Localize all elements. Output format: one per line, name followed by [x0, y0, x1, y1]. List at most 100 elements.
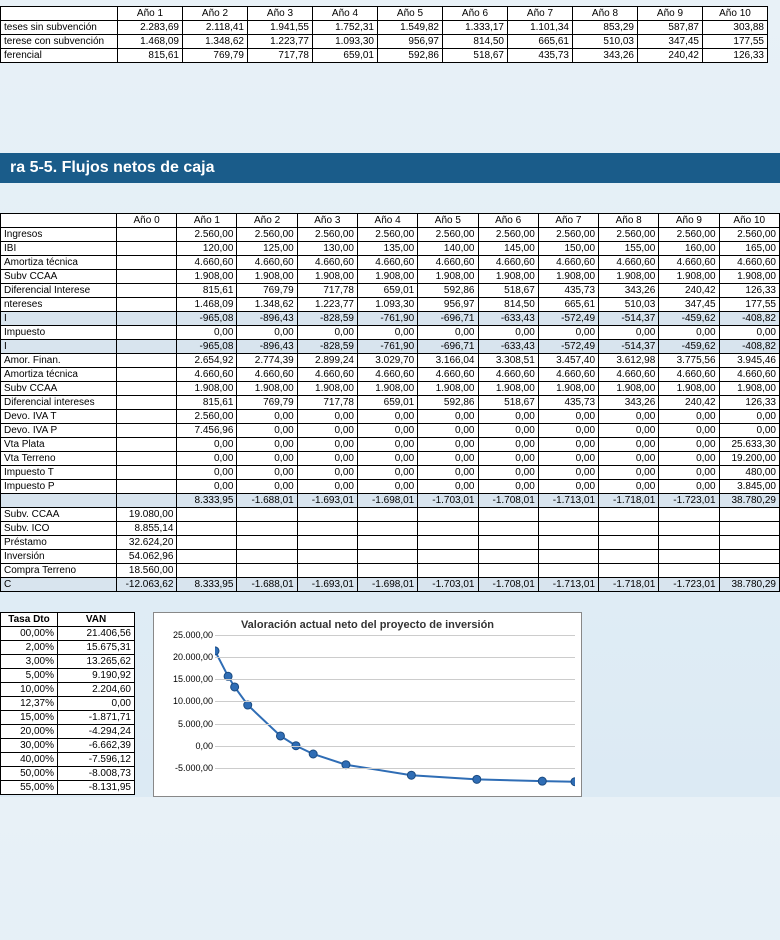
cell: [116, 396, 177, 410]
rate-cell: 12,37%: [1, 697, 58, 711]
table-row: C-12.063,628.333,95-1.688,01-1.693,01-1.…: [1, 578, 780, 592]
table-row: ferencial815,61769,79717,78659,01592,865…: [1, 49, 768, 63]
cell: 0,00: [177, 438, 237, 452]
table-row: 50,00%-8.008,73: [1, 767, 135, 781]
row-label: Devo. IVA P: [1, 424, 117, 438]
row-label: Diferencial intereses: [1, 396, 117, 410]
cell: -965,08: [177, 312, 237, 326]
interest-table-region: Año 1Año 2Año 3Año 4Año 5Año 6Año 7Año 8…: [0, 0, 780, 63]
cell: [719, 522, 779, 536]
cell: 1.908,00: [418, 270, 478, 284]
table-row: terese con subvención1.468,091.348,621.2…: [1, 35, 768, 49]
cell: 592,86: [378, 49, 443, 63]
year-header: Año 2: [237, 214, 297, 228]
cell: [177, 508, 237, 522]
cell: -1.713,01: [538, 494, 598, 508]
chart-marker: [473, 775, 481, 783]
cell: 769,79: [237, 396, 297, 410]
van-cell: 9.190,92: [58, 669, 135, 683]
cell: 3.945,46: [719, 354, 779, 368]
table-row: IBI120,00125,00130,00135,00140,00145,001…: [1, 242, 780, 256]
cell: 2.118,41: [183, 21, 248, 35]
cell: 1.223,77: [248, 35, 313, 49]
cell: 2.560,00: [237, 228, 297, 242]
table-row: 3,00%13.265,62: [1, 655, 135, 669]
cell: 126,33: [703, 49, 768, 63]
cell: 1.908,00: [659, 270, 719, 284]
cell: 4.660,60: [418, 256, 478, 270]
cell: 4.660,60: [599, 256, 659, 270]
cell: -1.723,01: [659, 578, 719, 592]
gridline: [215, 746, 575, 747]
cell: 0,00: [357, 466, 417, 480]
year-header: Año 5: [418, 214, 478, 228]
cell: -514,37: [599, 312, 659, 326]
chart-marker: [407, 771, 415, 779]
row-label: Devo. IVA T: [1, 410, 117, 424]
cell: 126,33: [719, 284, 779, 298]
cell: 0,00: [357, 424, 417, 438]
cell: 0,00: [478, 452, 538, 466]
cell: 160,00: [659, 242, 719, 256]
cell: 0,00: [659, 326, 719, 340]
cell: 2.560,00: [719, 228, 779, 242]
cell: 0,00: [659, 480, 719, 494]
cell: -896,43: [237, 340, 297, 354]
cell: 0,00: [538, 466, 598, 480]
cell: 435,73: [538, 284, 598, 298]
cell: 2.560,00: [418, 228, 478, 242]
cell: 1.093,30: [357, 298, 417, 312]
cell: 0,00: [659, 438, 719, 452]
cell: [116, 494, 177, 508]
row-label: IBI: [1, 242, 117, 256]
cell: 0,00: [599, 410, 659, 424]
table-row: Subv CCAA1.908,001.908,001.908,001.908,0…: [1, 382, 780, 396]
row-label: Subv. ICO: [1, 522, 117, 536]
cell: 130,00: [297, 242, 357, 256]
table-row: Diferencial intereses815,61769,79717,786…: [1, 396, 780, 410]
table-row: Amor. Finan.2.654,922.774,392.899,243.02…: [1, 354, 780, 368]
cell: -633,43: [478, 340, 538, 354]
rate-cell: 15,00%: [1, 711, 58, 725]
cell: [116, 354, 177, 368]
cell: 3.029,70: [357, 354, 417, 368]
van-cell: -1.871,71: [58, 711, 135, 725]
table-row: Compra Terreno18.560,00: [1, 564, 780, 578]
cell: -828,59: [297, 340, 357, 354]
cell: 0,00: [599, 326, 659, 340]
cell: 165,00: [719, 242, 779, 256]
cell: 4.660,60: [719, 368, 779, 382]
year-header: Año 6: [478, 214, 538, 228]
cell: -965,08: [177, 340, 237, 354]
cell: 4.660,60: [297, 256, 357, 270]
cell: 0,00: [478, 480, 538, 494]
cell: 717,78: [297, 396, 357, 410]
table-row: Ingresos2.560,002.560,002.560,002.560,00…: [1, 228, 780, 242]
cell: 240,42: [638, 49, 703, 63]
cell: 0,00: [297, 466, 357, 480]
year-header: Año 7: [538, 214, 598, 228]
cell: 145,00: [478, 242, 538, 256]
cell: 4.660,60: [538, 368, 598, 382]
rate-cell: 00,00%: [1, 627, 58, 641]
cell: 0,00: [538, 424, 598, 438]
cell: -1.708,01: [478, 494, 538, 508]
cell: 0,00: [237, 424, 297, 438]
cell: 2.283,69: [118, 21, 183, 35]
cell: 0,00: [418, 438, 478, 452]
cell: 592,86: [418, 284, 478, 298]
van-cell: 0,00: [58, 697, 135, 711]
cell: [418, 508, 478, 522]
cell: [538, 536, 598, 550]
cell: 518,67: [478, 284, 538, 298]
van-cell: -4.294,24: [58, 725, 135, 739]
row-label: ntereses: [1, 298, 117, 312]
chart-line: [215, 651, 575, 782]
cell: 0,00: [719, 410, 779, 424]
cell: 956,97: [418, 298, 478, 312]
cashflow-table-region: Año 0Año 1Año 2Año 3Año 4Año 5Año 6Año 7…: [0, 213, 780, 592]
cell: 4.660,60: [357, 368, 417, 382]
table-row: 15,00%-1.871,71: [1, 711, 135, 725]
rate-cell: 2,00%: [1, 641, 58, 655]
cell: 343,26: [599, 284, 659, 298]
